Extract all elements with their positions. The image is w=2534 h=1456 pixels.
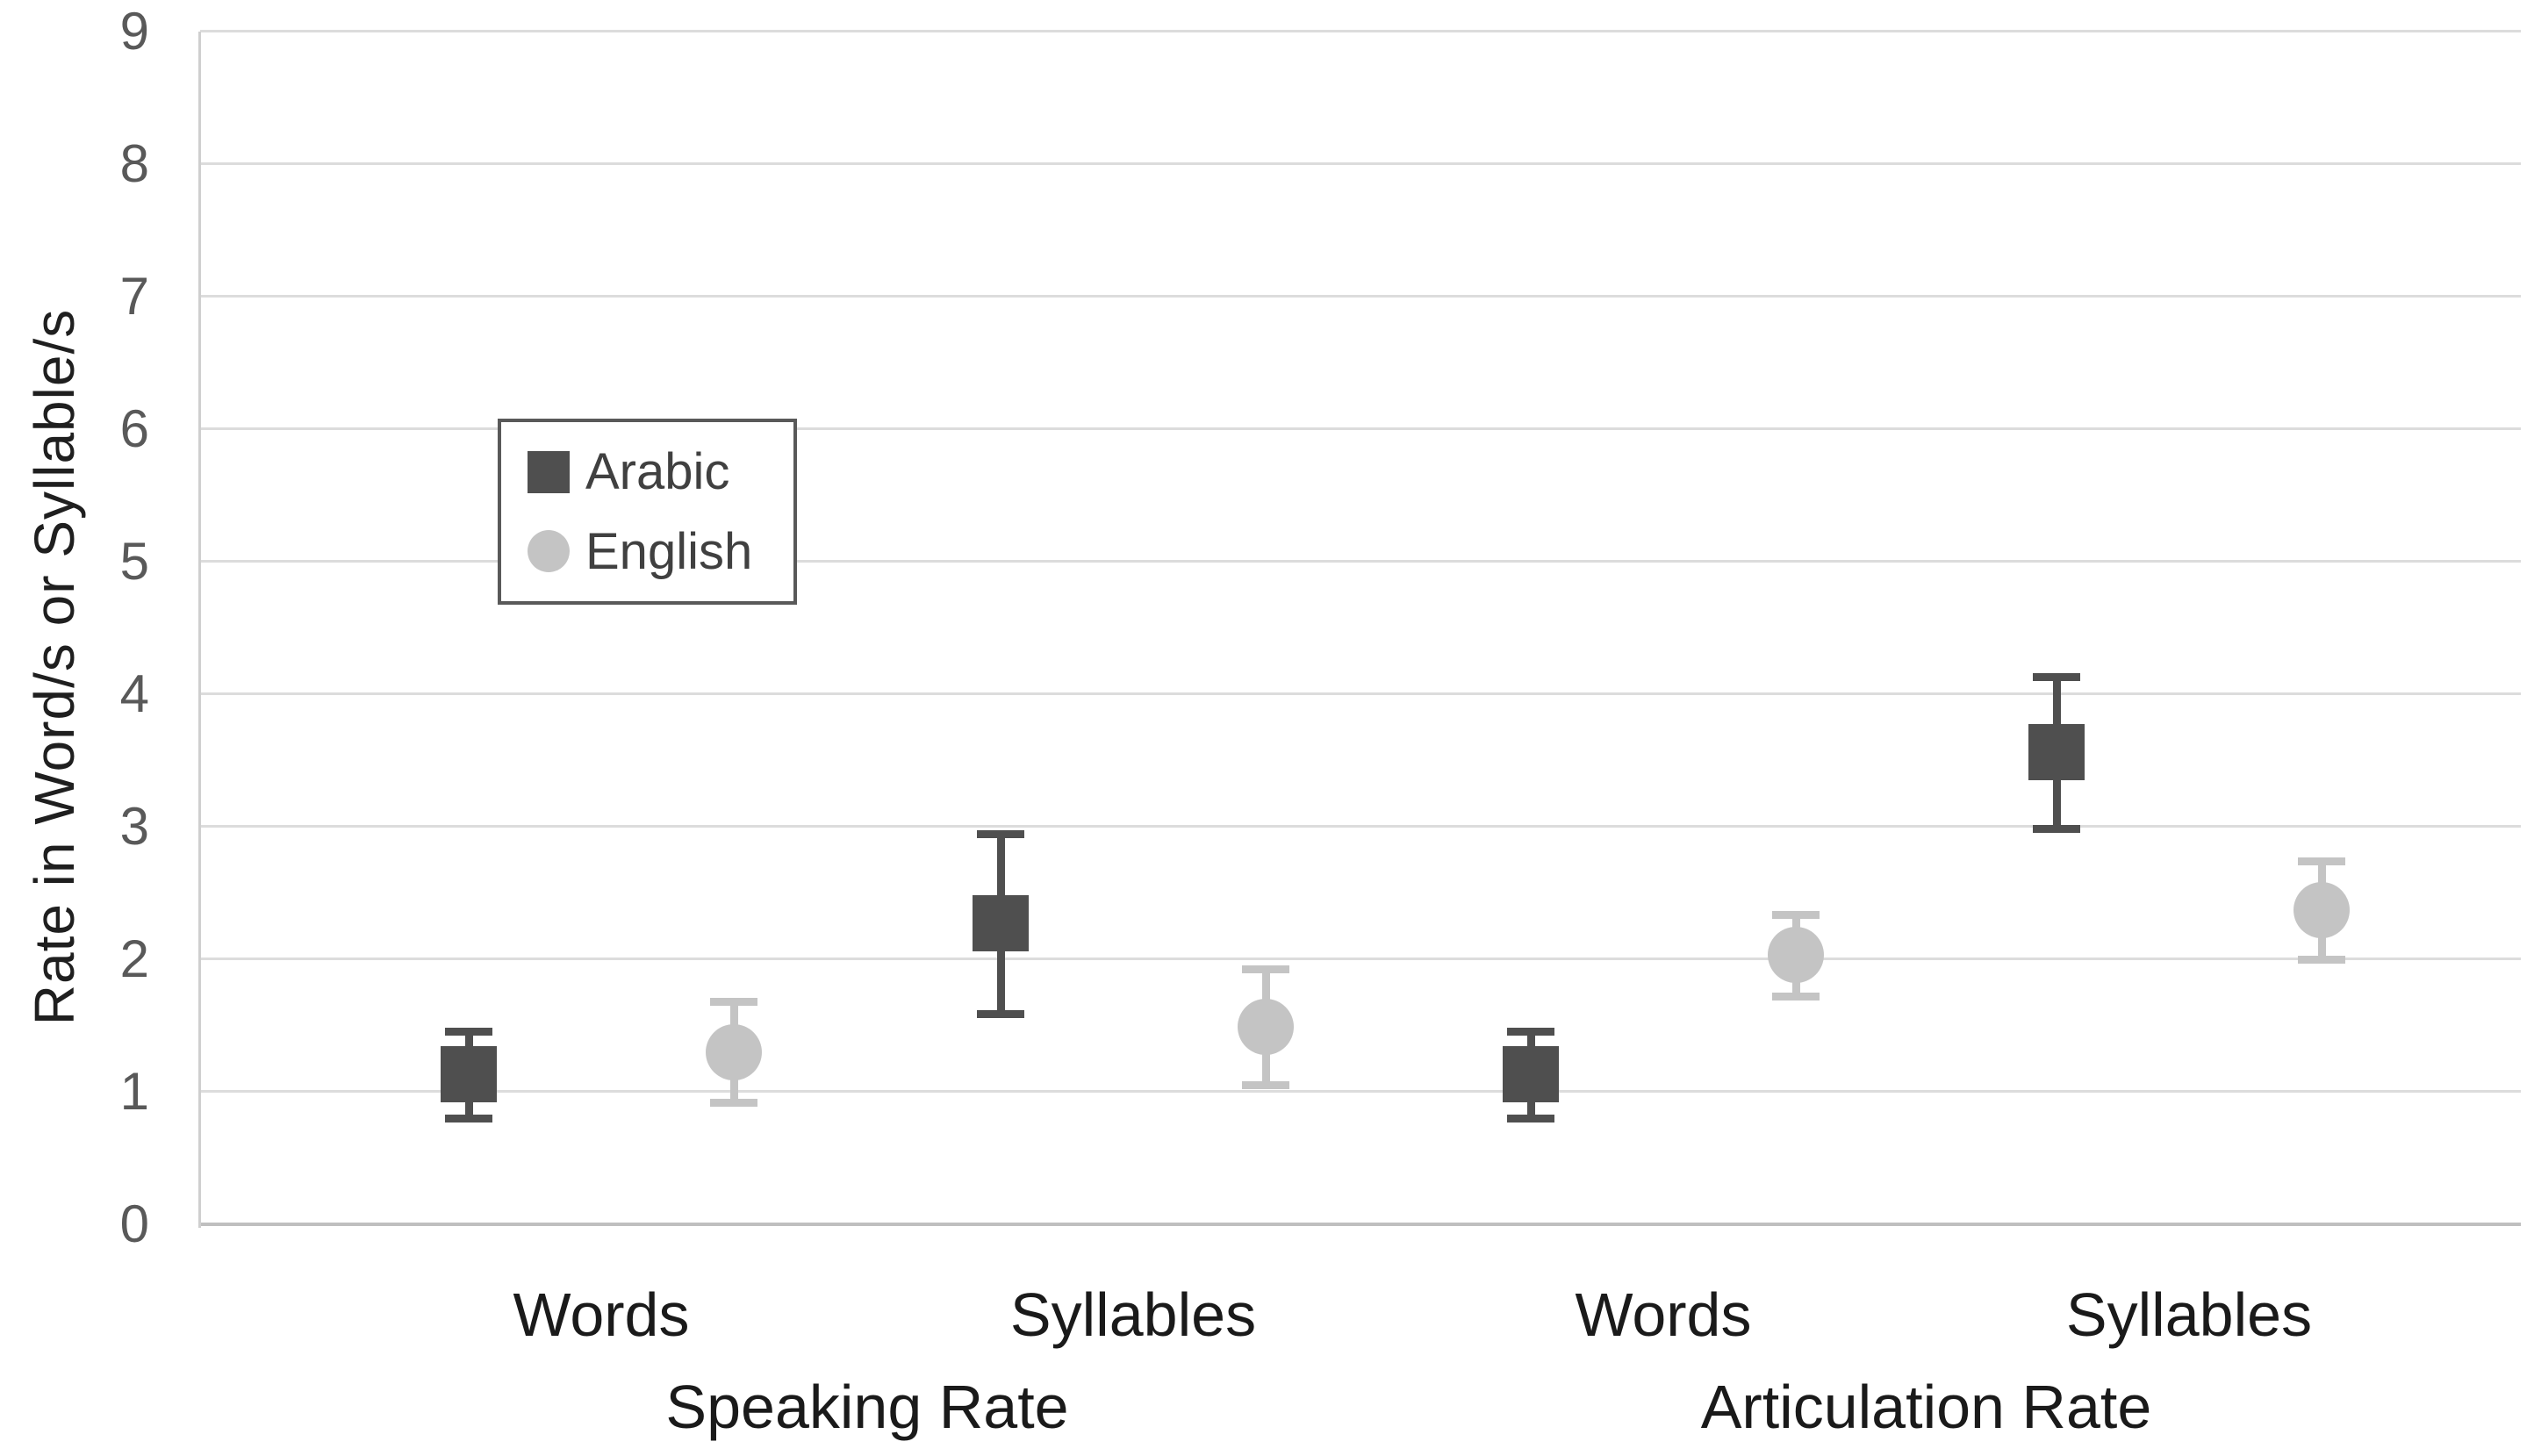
error-cap-english-syllables-speaking-rate: [1242, 965, 1289, 973]
gridline: [200, 560, 2521, 563]
error-cap-arabic-words-speaking-rate: [445, 1115, 492, 1123]
error-cap-english-syllables-speaking-rate: [1242, 1081, 1289, 1090]
legend-item-label: Arabic: [585, 443, 730, 501]
gridline: [200, 958, 2521, 960]
y-axis-line: [198, 32, 201, 1228]
error-cap-arabic-syllables-articulation-rate: [2033, 824, 2080, 833]
x-axis-category-label: Words: [513, 1280, 690, 1349]
legend-item-label: English: [585, 522, 753, 580]
gridline: [200, 30, 2521, 32]
x-axis-category-label: Syllables: [1009, 1280, 1257, 1349]
y-tick-label: 3: [119, 797, 149, 856]
gridline: [200, 825, 2521, 828]
point-english-words-articulation-rate: [1768, 927, 1824, 984]
y-tick-label: 9: [119, 2, 149, 61]
square-marker-icon: [528, 450, 570, 493]
point-english-syllables-speaking-rate: [1238, 999, 1294, 1055]
error-cap-english-words-articulation-rate: [1772, 993, 1820, 1001]
error-cap-arabic-words-speaking-rate: [445, 1027, 492, 1036]
gridline: [200, 427, 2521, 430]
error-cap-arabic-words-articulation-rate: [1507, 1115, 1554, 1123]
point-english-syllables-articulation-rate: [2294, 882, 2350, 939]
legend: Arabic English: [498, 419, 797, 605]
gridline: [200, 162, 2521, 165]
circle-marker-icon: [528, 530, 570, 573]
error-cap-english-words-speaking-rate: [710, 1099, 757, 1108]
y-tick-label: 6: [119, 399, 149, 458]
gridline: [200, 692, 2521, 695]
error-cap-english-syllables-articulation-rate: [2298, 956, 2345, 964]
point-arabic-words-speaking-rate: [441, 1046, 497, 1103]
gridline: [200, 1090, 2521, 1093]
y-tick-label: 5: [119, 532, 149, 591]
point-arabic-words-articulation-rate: [1503, 1046, 1559, 1103]
error-cap-english-syllables-articulation-rate: [2298, 857, 2345, 866]
y-tick-label: 8: [119, 134, 149, 193]
error-cap-arabic-syllables-articulation-rate: [2033, 673, 2080, 682]
x-axis-group-label: Speaking Rate: [665, 1373, 1069, 1441]
point-arabic-syllables-articulation-rate: [2028, 724, 2085, 781]
x-axis-category-label: Words: [1575, 1280, 1752, 1349]
gridline: [200, 295, 2521, 298]
error-cap-english-words-speaking-rate: [710, 998, 757, 1007]
y-tick-label: 1: [119, 1062, 149, 1121]
x-axis-category-label: Syllables: [2065, 1280, 2313, 1349]
point-arabic-syllables-speaking-rate: [973, 895, 1029, 952]
y-tick-label: 0: [119, 1194, 149, 1253]
error-cap-english-words-articulation-rate: [1772, 910, 1820, 919]
legend-item-english: English: [528, 522, 793, 581]
y-tick-label: 2: [119, 929, 149, 988]
point-english-words-speaking-rate: [706, 1023, 762, 1080]
error-cap-arabic-syllables-speaking-rate: [977, 1009, 1024, 1018]
error-cap-arabic-words-articulation-rate: [1507, 1027, 1554, 1036]
error-cap-arabic-syllables-speaking-rate: [977, 829, 1024, 838]
y-tick-label: 4: [119, 664, 149, 723]
x-axis-group-label: Articulation Rate: [1700, 1373, 2152, 1441]
x-axis-line: [200, 1223, 2521, 1226]
y-tick-label: 7: [119, 267, 149, 326]
legend-item-arabic: Arabic: [528, 442, 793, 501]
